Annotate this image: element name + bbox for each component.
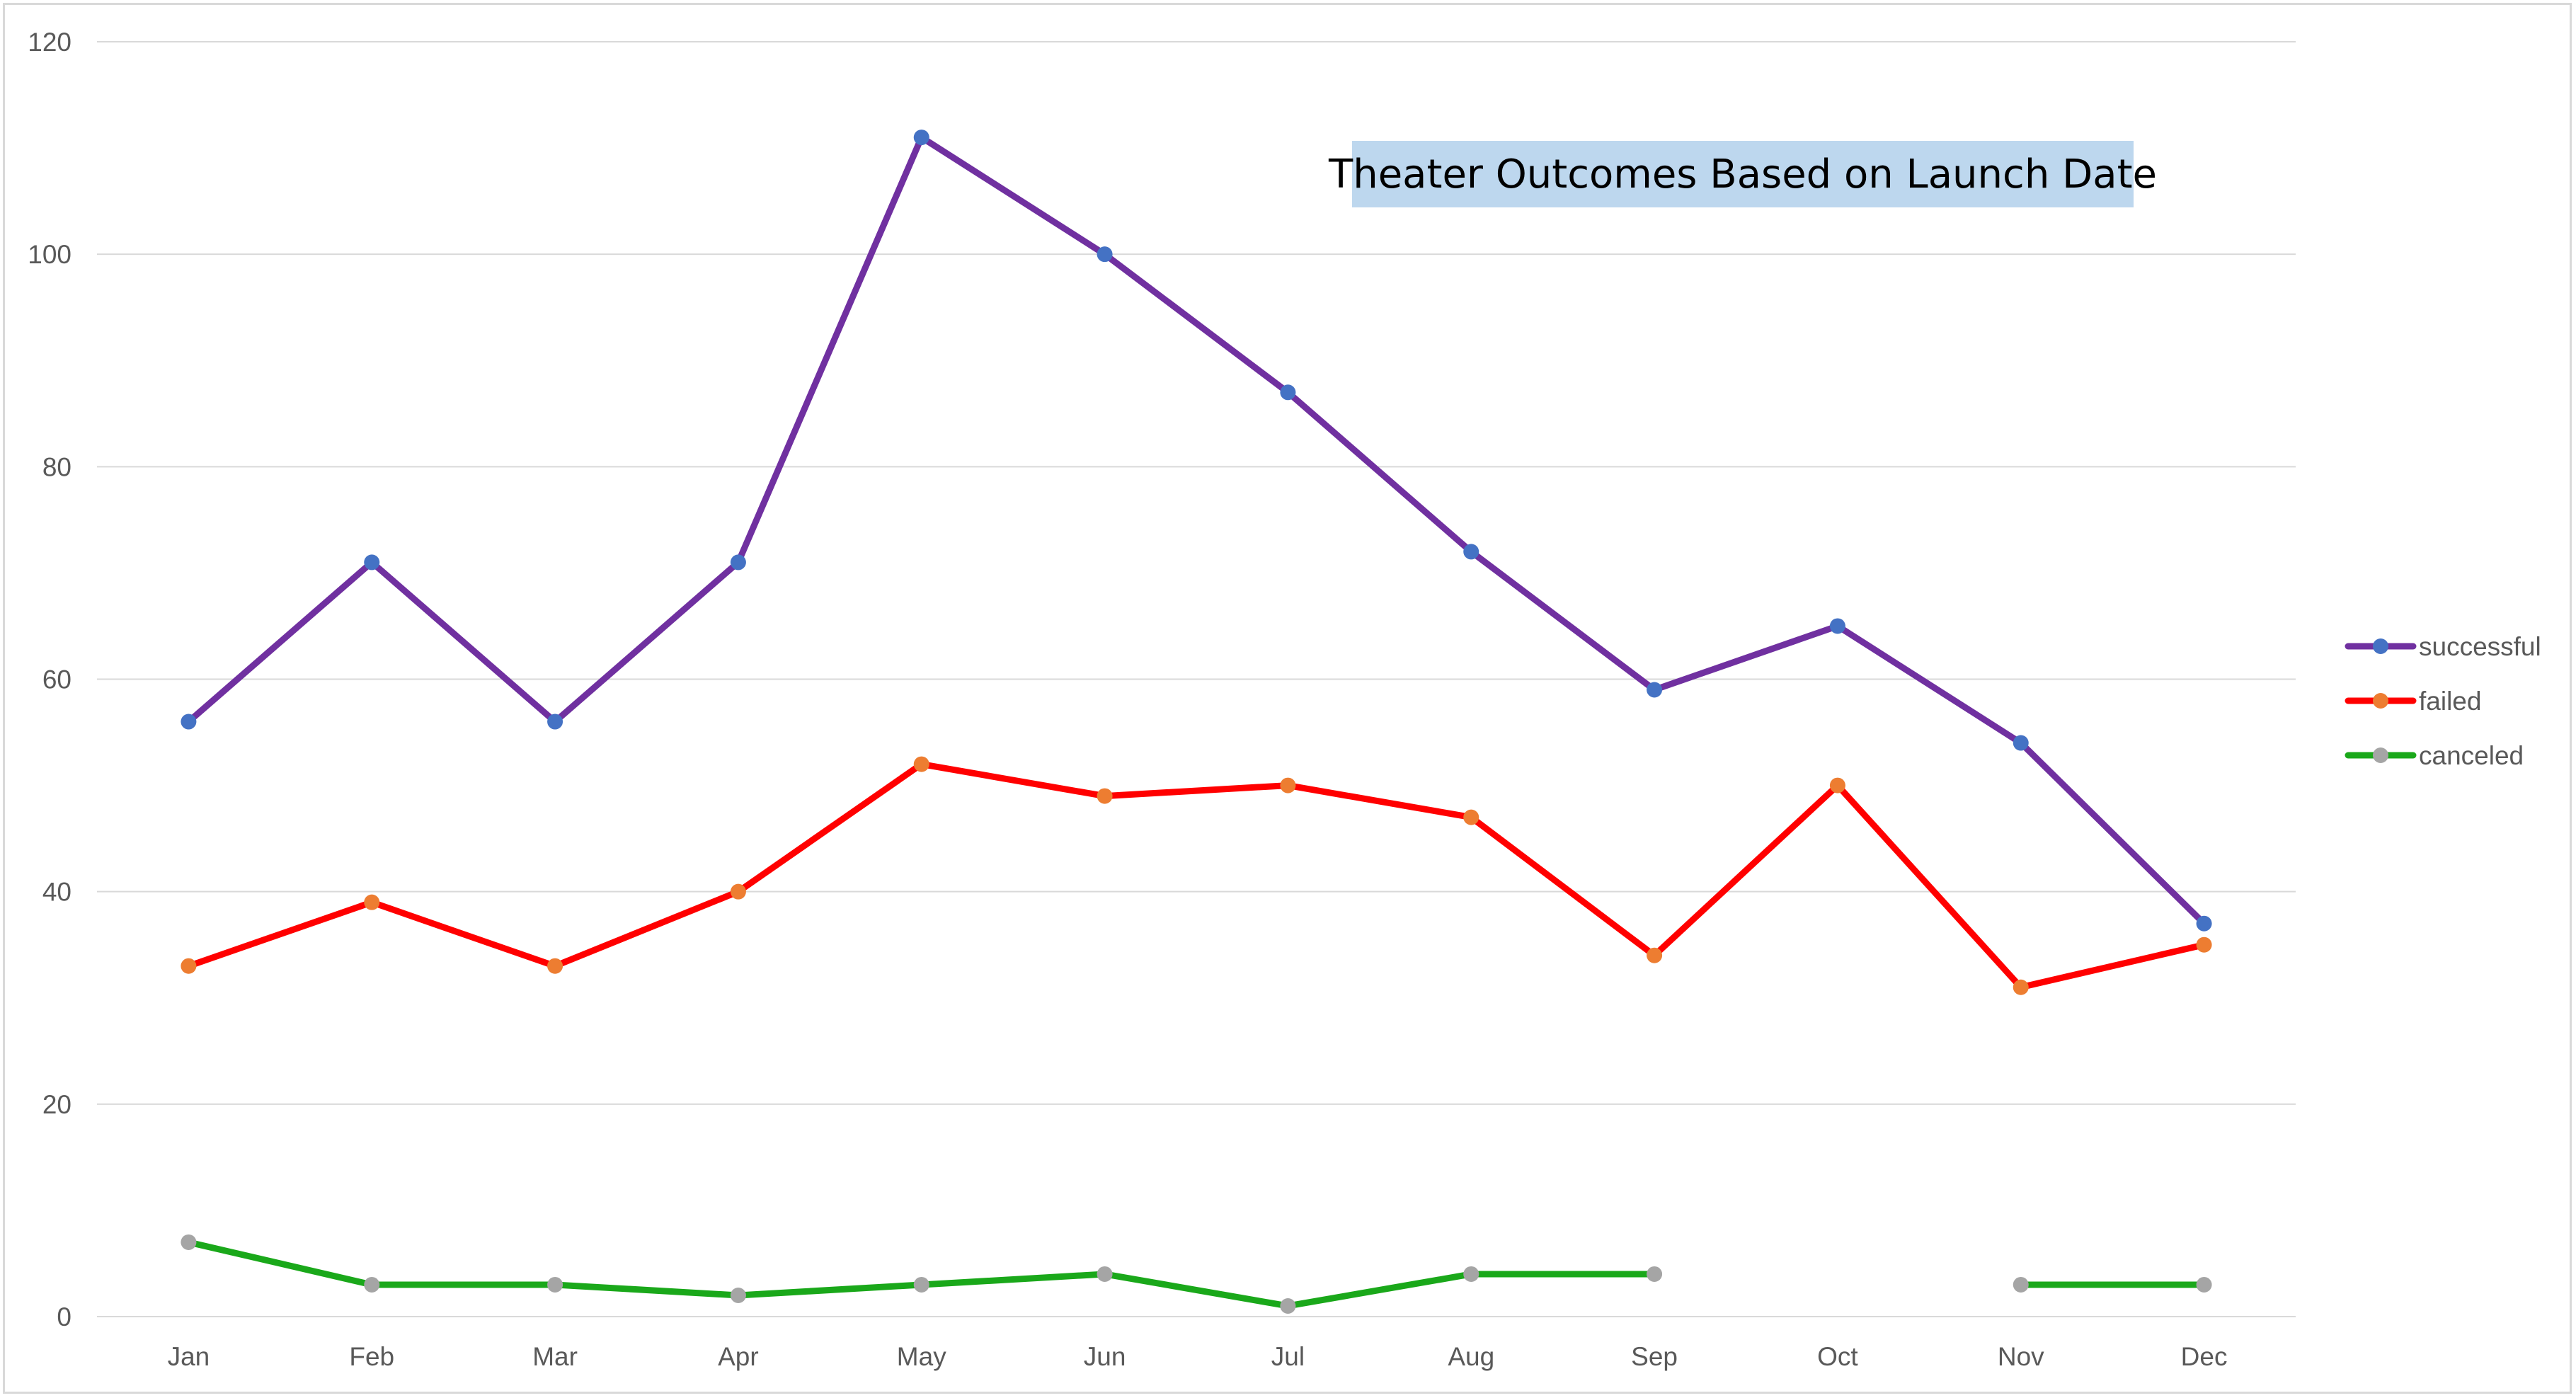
legend: successful failed canceled [2345, 632, 2541, 770]
point-failed-May [913, 756, 929, 772]
point-successful-Dec [2196, 915, 2212, 932]
point-failed-Apr [730, 883, 746, 900]
point-successful-Apr [730, 554, 746, 571]
point-successful-May [913, 130, 929, 146]
x-tick-label: Feb [349, 1342, 394, 1371]
point-failed-Oct [1829, 777, 1845, 793]
x-tick-label: Jan [168, 1342, 210, 1371]
x-tick-label: Apr [718, 1342, 759, 1371]
line-chart: 0 20 40 60 80 100 120 Jan Feb Mar Apr May Jun Jul Aug… [28, 28, 2541, 1371]
point-canceled-Jan [181, 1234, 197, 1250]
x-tick-label: Dec [2181, 1342, 2228, 1371]
point-canceled-Jun [1097, 1266, 1113, 1282]
point-successful-Jun [1097, 246, 1113, 263]
point-successful-Feb [364, 554, 380, 571]
legend-label-failed: failed [2419, 687, 2481, 716]
line-failed [185, 761, 2208, 991]
x-tick-label: Sep [1631, 1342, 1678, 1371]
legend-item-failed: failed [2345, 687, 2481, 716]
point-failed-Jul [1280, 777, 1296, 793]
point-canceled-Nov [2013, 1276, 2029, 1293]
series-failed [181, 756, 2212, 995]
y-tick-label: 40 [42, 878, 71, 907]
x-tick-label: Nov [1998, 1342, 2044, 1371]
point-canceled-May [913, 1276, 929, 1293]
x-tick-label: May [897, 1342, 946, 1371]
x-tick-label: Jul [1271, 1342, 1305, 1371]
point-canceled-Apr [730, 1287, 746, 1303]
y-tick-label: 60 [42, 665, 71, 694]
y-tick-label: 0 [57, 1302, 71, 1331]
point-canceled-Aug [1463, 1266, 1479, 1282]
legend-marker-failed [2373, 693, 2388, 709]
point-successful-Mar [547, 714, 563, 730]
legend-label-successful: successful [2419, 632, 2541, 661]
chart-title: Theater Outcomes Based on Launch Date [1328, 151, 2157, 197]
point-successful-Jan [181, 714, 197, 730]
point-successful-Oct [1829, 618, 1845, 634]
point-failed-Jun [1097, 788, 1113, 804]
point-failed-Feb [364, 894, 380, 910]
chart-title-background [1352, 141, 2134, 207]
point-successful-Nov [2013, 735, 2029, 751]
y-tick-label: 80 [42, 452, 71, 481]
series-canceled [181, 1234, 2212, 1314]
y-tick-label: 20 [42, 1090, 71, 1119]
chart-frame: 0 20 40 60 80 100 120 Jan Feb Mar Apr May Jun Jul Aug… [3, 3, 2572, 1394]
x-tick-label: Mar [532, 1342, 578, 1371]
legend-marker-canceled [2373, 747, 2388, 763]
point-canceled-Sep [1647, 1266, 1663, 1282]
point-canceled-Jul [1280, 1297, 1296, 1314]
point-successful-Sep [1647, 682, 1663, 698]
line-canceled [185, 1239, 1658, 1310]
x-tick-label: Aug [1448, 1342, 1494, 1371]
point-canceled-Mar [547, 1276, 563, 1293]
point-failed-Dec [2196, 936, 2212, 953]
x-axis-tick-labels: Jan Feb Mar Apr May Jun Jul Aug Sep Oct Nov Dec [168, 1342, 2228, 1371]
x-tick-label: Jun [1084, 1342, 1126, 1371]
point-failed-Sep [1647, 947, 1663, 963]
point-successful-Aug [1463, 544, 1479, 560]
legend-marker-successful [2373, 638, 2388, 654]
y-tick-label: 120 [28, 28, 71, 57]
gridlines [97, 41, 2296, 1317]
x-tick-label: Oct [1817, 1342, 1858, 1371]
legend-item-successful: successful [2345, 632, 2541, 661]
y-axis-tick-labels: 0 20 40 60 80 100 120 [28, 28, 71, 1331]
chart-title-box: Theater Outcomes Based on Launch Date [1328, 141, 2157, 207]
series-lines [181, 130, 2212, 1314]
point-successful-Jul [1280, 384, 1296, 401]
point-failed-Jan [181, 958, 197, 974]
line-successful [185, 134, 2208, 927]
legend-label-canceled: canceled [2419, 741, 2524, 770]
point-failed-Aug [1463, 809, 1479, 825]
legend-item-canceled: canceled [2345, 741, 2524, 770]
y-tick-label: 100 [28, 240, 71, 269]
point-canceled-Dec [2196, 1276, 2212, 1293]
point-failed-Nov [2013, 979, 2029, 995]
series-successful [181, 130, 2212, 932]
point-canceled-Feb [364, 1276, 380, 1293]
point-failed-Mar [547, 958, 563, 974]
